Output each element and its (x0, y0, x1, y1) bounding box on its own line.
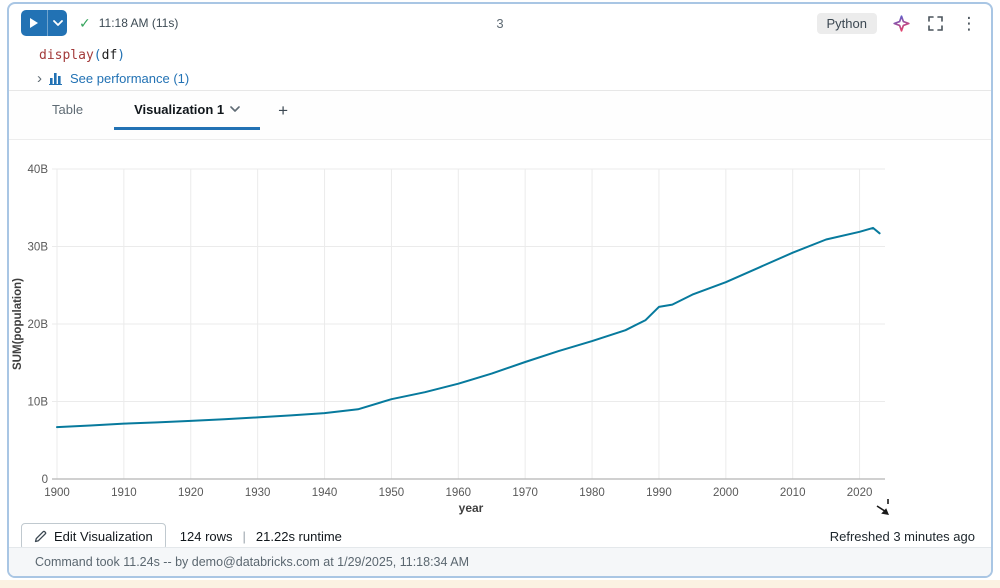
see-performance-row[interactable]: › See performance (1) (37, 66, 189, 90)
x-tick-label: 1910 (111, 487, 137, 499)
y-tick-label: 40B (28, 164, 49, 176)
edit-visualization-button[interactable]: Edit Visualization (21, 522, 166, 550)
code-open-paren: ( (93, 47, 102, 63)
run-button[interactable] (21, 10, 67, 36)
x-tick-label: 1960 (445, 487, 471, 499)
runtime: 21.22s runtime (255, 528, 342, 544)
cell-header-actions: Python ⋮ (816, 12, 979, 34)
chart-area[interactable]: 40B 30B 20B 10B 0 1900 1910 1920 1930 1940 1950 196… (9, 140, 991, 520)
y-tick-label: 30B (28, 242, 49, 254)
x-axis-title: year (459, 501, 484, 515)
command-status-bar: Command took 11.24s -- by demo@databrick… (9, 547, 991, 576)
edit-visualization-label: Edit Visualization (54, 528, 153, 544)
pencil-icon (34, 530, 47, 542)
tab-chevron-down-icon (230, 106, 240, 112)
x-tick-label: 1940 (312, 487, 338, 499)
x-tick-label: 2000 (713, 487, 739, 499)
fullscreen-icon[interactable] (925, 13, 945, 33)
tab-table[interactable]: Table (21, 91, 114, 130)
result-footer-bar: Edit Visualization 124 rows | 21.22s run… (9, 520, 991, 552)
x-tick-label: 2010 (780, 487, 806, 499)
kebab-menu-icon[interactable]: ⋮ (960, 13, 978, 33)
separator: | (242, 528, 246, 544)
x-tick-label: 1950 (379, 487, 405, 499)
section-divider (9, 90, 991, 91)
success-check-icon: ✓ (79, 14, 91, 31)
play-icon[interactable] (21, 10, 47, 36)
code-close-paren: ) (117, 47, 126, 63)
x-tick-label: 1930 (245, 487, 271, 499)
y-tick-label: 0 (42, 474, 48, 486)
code-line[interactable]: display(df) (39, 44, 125, 66)
notebook-cell: 3 ✓ 11:18 AM (11s) Python (7, 2, 993, 578)
add-visualization-button[interactable]: + (278, 100, 289, 120)
x-tick-label: 1980 (579, 487, 605, 499)
series-line[interactable] (56, 226, 881, 429)
y-tick-label: 10B (28, 397, 49, 409)
page-background-strip (0, 580, 1000, 588)
code-function-token: display (39, 47, 94, 63)
language-selector[interactable]: Python (816, 12, 877, 34)
row-count: 124 rows (179, 528, 233, 544)
expand-caret-icon[interactable]: › (37, 69, 42, 87)
run-timestamp: 11:18 AM (11s) (98, 16, 179, 30)
see-performance-link[interactable]: See performance (1) (70, 70, 190, 86)
assistant-sparkle-icon[interactable] (891, 13, 911, 33)
tab-visualization-label: Visualization 1 (134, 101, 225, 117)
y-axis-title: SUM(population) (12, 278, 24, 370)
result-tabbar: Table Visualization 1 + (9, 91, 991, 140)
y-tick-label: 20B (28, 319, 49, 331)
command-status-text: Command took 11.24s -- by demo@databrick… (35, 555, 469, 569)
rows-runtime-info: 124 rows | 21.22s runtime (180, 529, 342, 544)
x-tick-label: 1990 (646, 487, 672, 499)
x-tick-label: 1900 (44, 487, 70, 499)
refreshed-status: Refreshed 3 minutes ago (829, 528, 975, 544)
tab-table-label: Table (52, 101, 84, 117)
x-tick-label: 1920 (178, 487, 204, 499)
cell-header: 3 ✓ 11:18 AM (11s) Python (9, 4, 991, 42)
tab-visualization-1[interactable]: Visualization 1 (114, 91, 261, 130)
run-dropdown-chevron-icon[interactable] (47, 10, 67, 36)
code-arg-token: df (101, 47, 118, 63)
x-tick-label: 1970 (512, 487, 538, 499)
performance-chart-icon (49, 72, 63, 85)
x-tick-label: 2020 (847, 487, 873, 499)
